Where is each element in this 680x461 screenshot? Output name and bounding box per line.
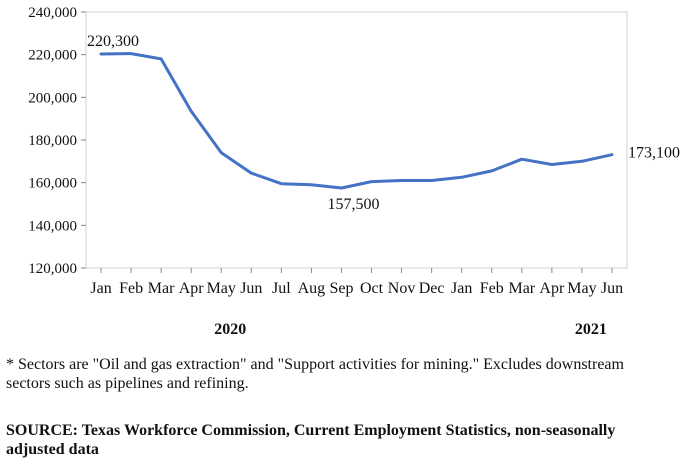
y-tick-label: 220,000 [28,48,77,64]
employment-line [99,52,614,190]
x-tick-label: Oct [360,280,384,297]
x-tick-label: May [207,280,236,297]
year-label: 2020 [214,321,246,338]
x-tick-label: Feb [119,280,143,297]
y-tick-label: 120,000 [28,261,77,277]
year-label: 2021 [575,321,607,338]
x-tick-label: Apr [539,280,565,297]
x-tick-label: Jul [272,280,291,297]
x-tick-label: Dec [419,280,445,297]
y-axis: 120,000 140,000 160,000 180,000 200,000 220,0… [28,5,86,277]
x-tick-label: May [567,280,596,297]
x-tick-label: Jun [240,280,262,297]
year-labels: 2020 2021 [214,321,607,338]
x-tick-label: Feb [480,280,504,297]
x-tick-label: Mar [148,280,175,297]
x-tick-label: Apr [179,280,205,297]
data-label: 173,100 [628,145,680,162]
footnote: * Sectors are "Oil and gas extraction" a… [6,356,624,392]
series-line [99,52,614,190]
y-tick-label: 200,000 [28,90,77,106]
y-tick-label: 140,000 [28,218,77,234]
x-tick-label: Nov [388,280,416,297]
x-tick-label: Jan [451,280,472,297]
x-tick-label: Aug [298,280,326,297]
y-tick-label: 180,000 [28,133,77,149]
data-label: 220,300 [87,33,139,50]
x-tick-label: Jun [601,280,623,297]
data-label: 157,500 [327,196,379,213]
y-tick-label: 240,000 [28,5,77,21]
x-axis: Jan Feb Mar Apr May Jun Jul Aug Sep Oct Nov Dec Jan F… [90,268,623,297]
y-tick-label: 160,000 [28,176,77,192]
source-note: SOURCE: Texas Workforce Commission, Curr… [6,422,616,458]
x-tick-label: Sep [329,280,353,297]
employment-line-chart: 120,000 140,000 160,000 180,000 200,000 220,0… [28,5,680,338]
plot-area-frame [85,11,628,269]
annotations: 220,300 157,500 173,100 [87,33,680,213]
x-tick-label: Mar [508,280,535,297]
x-tick-label: Jan [90,280,111,297]
